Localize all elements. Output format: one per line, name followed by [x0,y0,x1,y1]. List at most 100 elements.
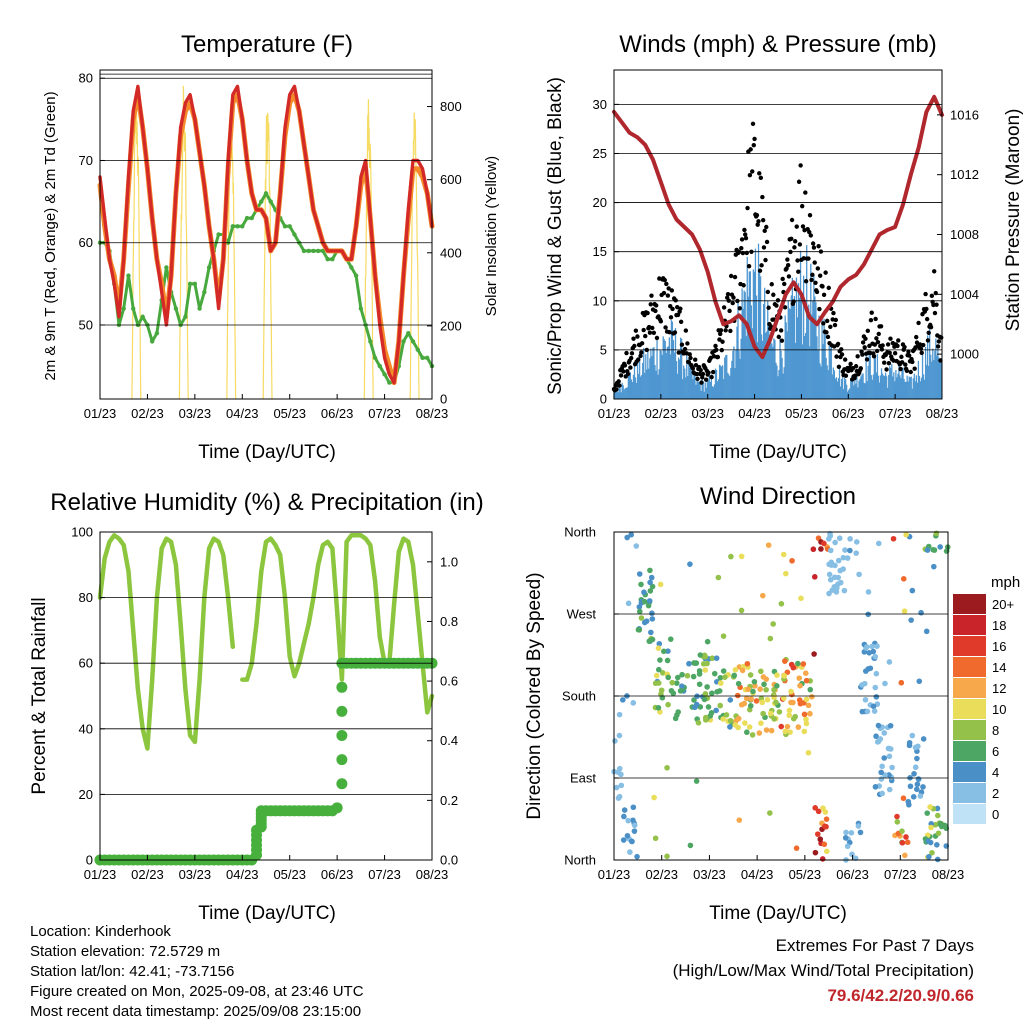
temperature-xtick-label: 07/23 [368,406,401,421]
direction-xtick-label: 06/23 [836,867,869,882]
gust-point [816,244,821,249]
dewpoint-point [259,199,264,204]
direction-point [803,677,810,684]
humidity-axes: 0 20 40 60 80 100 0.0 0.2 0.4 0.6 0.8 1.0 01/23 02/23… [71,525,458,883]
dewpoint-point [282,224,288,229]
direction-point [814,831,821,837]
gust-point [786,274,792,279]
direction-point [926,853,932,860]
direction-point [657,657,663,663]
direction-point [709,690,715,697]
direction-point [867,665,874,672]
direction-point [651,794,657,801]
direction-point [763,686,769,693]
gust-point [836,364,842,369]
precip-point [336,778,348,790]
winds-ytick-tick-label: 30 [593,97,607,112]
direction-point [803,720,810,727]
pressure-ytick-tick-label: 1004 [950,287,979,302]
direction-point [911,770,917,777]
dewpoint-point [187,281,193,287]
direction-point [822,823,828,830]
direction-point [735,680,742,687]
direction-tick-label: North [564,525,596,540]
dewpoint-point [121,306,126,311]
gust-point [694,371,699,377]
dewpoint-point [216,232,221,237]
gust-point [833,317,838,323]
direction-xtick-label: 02/23 [645,867,678,882]
gust-point [699,380,704,385]
precip-point [336,754,348,766]
direction-point [655,680,662,686]
gust-point [824,330,829,335]
direction-point [881,755,888,761]
direction-point [786,712,792,719]
gust-point [648,302,653,307]
gust-point [919,350,924,356]
gust-point [685,341,690,346]
direction-point [744,729,750,736]
direction-point [612,738,618,744]
gust-point [687,352,692,357]
direction-point [702,717,709,723]
temperature-ytick-tick-label: 60 [79,235,93,250]
gust-point [737,306,742,311]
direction-point [645,602,652,609]
gust-point [797,242,803,247]
direction-point [759,592,766,599]
humidity-xtick-label: 06/23 [321,867,354,882]
gust-point [835,341,841,347]
direction-point [856,571,862,578]
direction-title: Wind Direction [700,483,856,510]
dewpoint-point [154,331,160,336]
direction-point [636,627,643,633]
gust-point [887,350,892,356]
humidity-xtick-label: 08/23 [416,867,449,882]
direction-point [757,686,763,692]
dewpoint-point [349,265,354,270]
gust-point [869,310,874,315]
direction-point [736,664,743,670]
dewpoint-point [131,306,136,311]
speed-legend-label: 8 [992,723,999,738]
direction-point [912,764,919,771]
direction-point [914,786,920,793]
gust-point [706,370,711,375]
gust-point [633,328,639,333]
direction-point [879,790,885,797]
direction-point [628,531,635,538]
gust-point [808,233,813,238]
gust-point [908,369,913,375]
dewpoint-point [382,372,387,377]
gust-point [693,357,698,362]
direction-point [812,805,819,811]
direction-point [641,589,647,596]
humidity-xtick-label: 01/23 [84,867,117,882]
gust-point [935,344,941,349]
speed-legend-swatch [953,657,986,677]
dewpoint-point [140,314,145,319]
speed-legend-swatch [953,636,986,656]
direction-point [693,778,700,784]
direction-point [767,635,774,642]
direction-ylabel: Direction (Colored By Speed) [524,572,545,819]
direction-point [720,716,726,722]
direction-point [664,853,670,860]
gust-point [914,334,919,340]
recent-timestamp: Most recent data timestamp: 2025/09/08 2… [30,1003,362,1020]
direction-point [679,683,685,690]
direction-point [687,561,693,567]
direction-point [673,680,680,686]
direction-point [624,832,631,839]
gust-point [725,291,731,297]
temperature-xlabel: Time (Day/UTC) [198,442,336,463]
direction-point [837,579,844,586]
direction-point [872,684,879,691]
direction-point [727,697,734,703]
direction-point [811,651,817,657]
direction-point [805,749,812,756]
direction-tick-label: North [564,853,596,868]
direction-point [917,793,924,799]
